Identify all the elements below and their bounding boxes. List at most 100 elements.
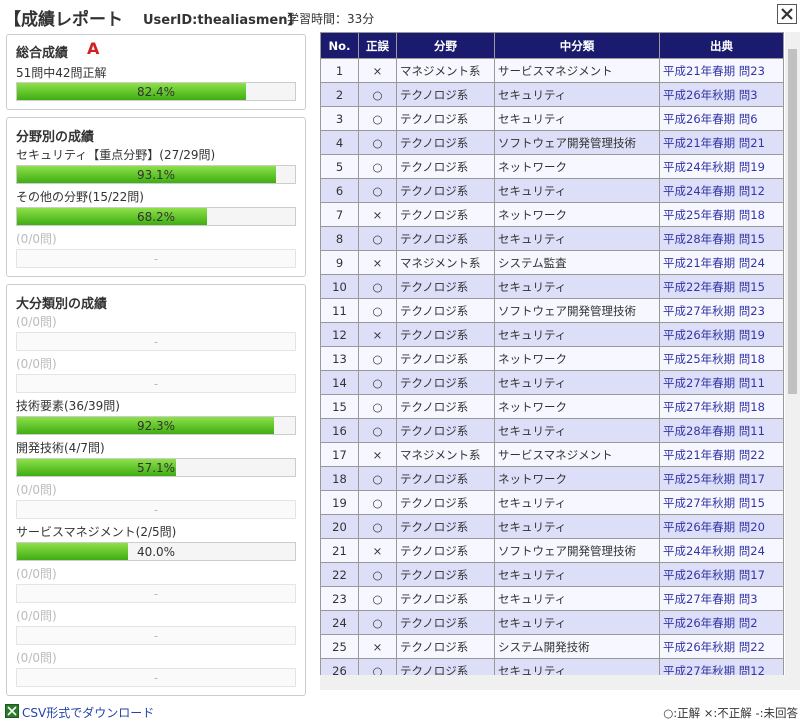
row-number: 14 (320, 370, 359, 395)
result: × (358, 442, 397, 467)
row-number: 21 (320, 538, 359, 563)
study-time: 学習時間：33分 (287, 12, 375, 26)
subcategory: システム開発技術 (494, 634, 660, 659)
csv-download-link[interactable]: CSV形式でダウンロード (22, 706, 155, 720)
category-panel: 大分類別の成績 (0/0問) - (0/0問) - 技術要素(36/39問) 92.3% 開発… (6, 284, 306, 696)
table-row[interactable]: 22 ○ テクノロジ系 セキュリティ 平成26年秋期 問17 (320, 562, 784, 587)
source: 平成21年春期 問21 (659, 130, 784, 155)
table-row[interactable]: 7 × テクノロジ系 ネットワーク 平成25年春期 問18 (320, 202, 784, 227)
progress-bar: 57.1% (16, 458, 296, 477)
item-label: (0/0問) (16, 651, 57, 665)
source: 平成27年秋期 問23 (659, 298, 784, 323)
field: テクノロジ系 (396, 658, 495, 675)
close-button[interactable] (777, 4, 797, 24)
field: マネジメント系 (396, 58, 495, 83)
result: ○ (358, 562, 397, 587)
progress-fill (17, 543, 129, 560)
table-row[interactable]: 13 ○ テクノロジ系 ネットワーク 平成25年秋期 問18 (320, 346, 784, 371)
result: ○ (358, 178, 397, 203)
table-row[interactable]: 12 × テクノロジ系 セキュリティ 平成26年秋期 問19 (320, 322, 784, 347)
field-panel: 分野別の成績 セキュリティ【重点分野】(27/29問) 93.1% その他の分野(15… (6, 117, 306, 277)
subcategory: サービスマネジメント (494, 58, 660, 83)
table-row[interactable]: 17 × マネジメント系 サービスマネジメント 平成21年春期 問22 (320, 442, 784, 467)
result: ○ (358, 514, 397, 539)
subcategory: セキュリティ (494, 562, 660, 587)
table-row[interactable]: 24 ○ テクノロジ系 セキュリティ 平成26年春期 問2 (320, 610, 784, 635)
mark-legend: ○:正解 ×:不正解 -:未回答 (663, 706, 798, 720)
row-number: 5 (320, 154, 359, 179)
horizontal-scrollbar[interactable] (320, 675, 800, 690)
field: テクノロジ系 (396, 610, 495, 635)
table-row[interactable]: 19 ○ テクノロジ系 セキュリティ 平成27年秋期 問15 (320, 490, 784, 515)
column-header: 出典 (659, 32, 784, 59)
item-label: (0/0問) (16, 483, 57, 497)
subcategory: セキュリティ (494, 82, 660, 107)
table-row[interactable]: 5 ○ テクノロジ系 ネットワーク 平成24年秋期 問19 (320, 154, 784, 179)
field: マネジメント系 (396, 250, 495, 275)
row-number: 25 (320, 634, 359, 659)
table-row[interactable]: 9 × マネジメント系 システム監査 平成21年春期 問24 (320, 250, 784, 275)
field: テクノロジ系 (396, 346, 495, 371)
table-row[interactable]: 14 ○ テクノロジ系 セキュリティ 平成27年春期 問11 (320, 370, 784, 395)
progress-bar: 93.1% (16, 165, 296, 184)
row-number: 23 (320, 586, 359, 611)
source: 平成25年秋期 問17 (659, 466, 784, 491)
result: ○ (358, 490, 397, 515)
field: マネジメント系 (396, 442, 495, 467)
table-row[interactable]: 11 ○ テクノロジ系 ソフトウェア開発管理技術 平成27年秋期 問23 (320, 298, 784, 323)
table-row[interactable]: 2 ○ テクノロジ系 セキュリティ 平成26年秋期 問3 (320, 82, 784, 107)
table-row[interactable]: 25 × テクノロジ系 システム開発技術 平成26年秋期 問22 (320, 634, 784, 659)
report-title: 【成績レポート (4, 10, 123, 30)
field: テクノロジ系 (396, 298, 495, 323)
vertical-scrollbar[interactable] (785, 32, 800, 675)
result: ○ (358, 82, 397, 107)
row-number: 11 (320, 298, 359, 323)
source: 平成28年春期 問11 (659, 418, 784, 443)
result: ○ (358, 370, 397, 395)
subcategory: サービスマネジメント (494, 442, 660, 467)
table-viewport: No. 正誤 分野 中分類 出典 1 × マネジメント系 サービスマネジメント 平成21年春期 … (320, 32, 785, 675)
subcategory: ネットワーク (494, 466, 660, 491)
table-row[interactable]: 1 × マネジメント系 サービスマネジメント 平成21年春期 問23 (320, 58, 784, 83)
source: 平成21年春期 問23 (659, 58, 784, 83)
result: ○ (358, 394, 397, 419)
table-row[interactable]: 4 ○ テクノロジ系 ソフトウェア開発管理技術 平成21年春期 問21 (320, 130, 784, 155)
source: 平成28年春期 問15 (659, 226, 784, 251)
table-row[interactable]: 8 ○ テクノロジ系 セキュリティ 平成28年春期 問15 (320, 226, 784, 251)
scroll-thumb[interactable] (788, 49, 797, 394)
source: 平成24年秋期 問24 (659, 538, 784, 563)
table-row[interactable]: 26 ○ テクノロジ系 セキュリティ 平成27年秋期 問12 (320, 658, 784, 675)
result: ○ (358, 226, 397, 251)
row-number: 18 (320, 466, 359, 491)
source: 平成25年秋期 問18 (659, 346, 784, 371)
progress-text: - (153, 503, 159, 517)
field: テクノロジ系 (396, 82, 495, 107)
result: ○ (358, 586, 397, 611)
overall-panel: 総合成績 A 51問中42問正解 82.4% (6, 34, 306, 110)
field: テクノロジ系 (396, 202, 495, 227)
progress-text: 82.4% (136, 85, 176, 99)
row-number: 9 (320, 250, 359, 275)
progress-fill (17, 208, 207, 225)
progress-text: - (153, 252, 159, 266)
progress-bar: - (16, 500, 296, 519)
field: テクノロジ系 (396, 130, 495, 155)
table-row[interactable]: 16 ○ テクノロジ系 セキュリティ 平成28年春期 問11 (320, 418, 784, 443)
table-row[interactable]: 23 ○ テクノロジ系 セキュリティ 平成27年春期 問3 (320, 586, 784, 611)
table-row[interactable]: 20 ○ テクノロジ系 セキュリティ 平成26年春期 問20 (320, 514, 784, 539)
table-row[interactable]: 6 ○ テクノロジ系 セキュリティ 平成24年春期 問12 (320, 178, 784, 203)
progress-bar: - (16, 584, 296, 603)
result: ○ (358, 610, 397, 635)
progress-text: 92.3% (136, 419, 176, 433)
table-row[interactable]: 21 × テクノロジ系 ソフトウェア開発管理技術 平成24年秋期 問24 (320, 538, 784, 563)
subcategory: セキュリティ (494, 274, 660, 299)
table-row[interactable]: 10 ○ テクノロジ系 セキュリティ 平成22年春期 問15 (320, 274, 784, 299)
table-row[interactable]: 15 ○ テクノロジ系 ネットワーク 平成27年秋期 問18 (320, 394, 784, 419)
table-row[interactable]: 18 ○ テクノロジ系 ネットワーク 平成25年秋期 問17 (320, 466, 784, 491)
row-number: 15 (320, 394, 359, 419)
table-row[interactable]: 3 ○ テクノロジ系 セキュリティ 平成26年春期 問6 (320, 106, 784, 131)
progress-text: - (153, 671, 159, 685)
progress-text: - (153, 587, 159, 601)
item-label: 開発技術(4/7問) (16, 441, 105, 455)
